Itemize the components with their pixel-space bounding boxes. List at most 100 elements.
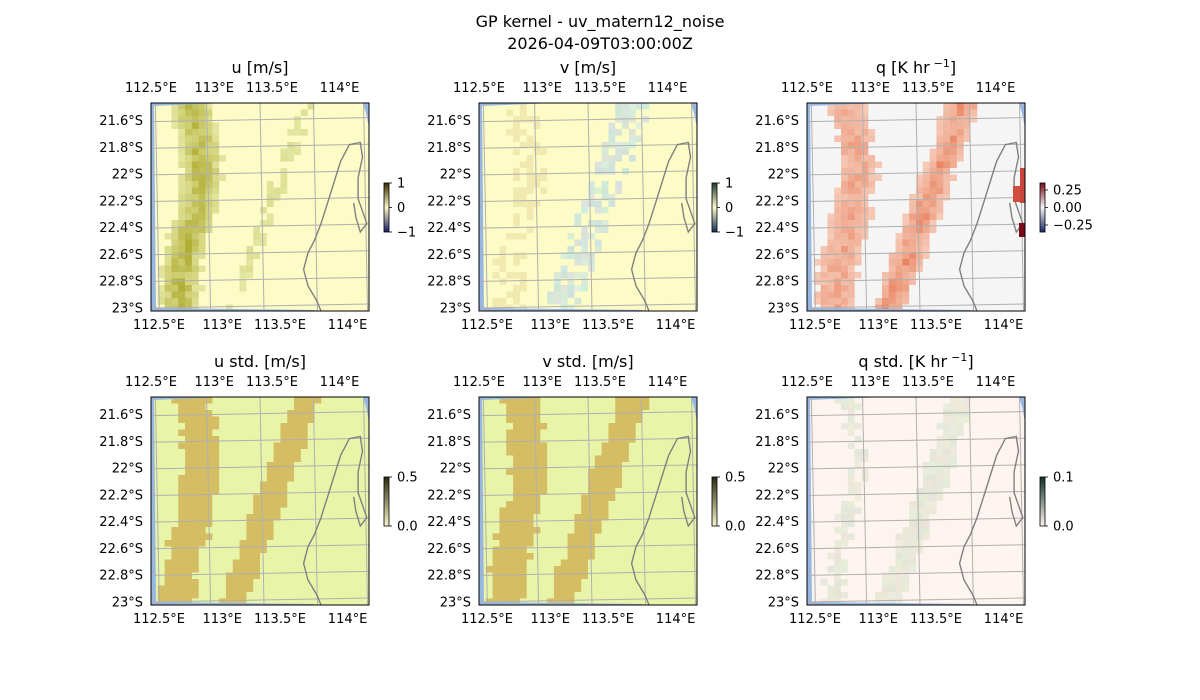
heatmap-cell <box>656 527 664 534</box>
heatmap-cell <box>642 416 650 424</box>
heatmap-cell <box>212 194 220 201</box>
heatmap-cell <box>492 213 500 221</box>
heatmap-cell <box>662 410 671 417</box>
heatmap-cell <box>553 200 562 208</box>
heatmap-cell <box>253 246 261 253</box>
heatmap-cell <box>588 507 596 515</box>
heatmap-cell <box>328 579 336 586</box>
heatmap-cell <box>280 148 288 156</box>
heatmap-cell <box>232 109 240 117</box>
heatmap-cell <box>676 468 684 476</box>
heatmap-cell <box>334 507 343 515</box>
heatmap-cell <box>984 213 992 221</box>
heatmap-cell <box>260 520 268 528</box>
heatmap-cell <box>294 161 302 169</box>
heatmap-cell <box>642 194 650 201</box>
heatmap-cell <box>492 481 500 489</box>
heatmap-cell <box>628 423 637 430</box>
heatmap-cell <box>513 226 521 234</box>
heatmap-cell <box>608 181 616 188</box>
heatmap-cell <box>662 109 671 117</box>
heatmap-cell <box>198 200 206 208</box>
heatmap-cell <box>355 304 363 311</box>
heatmap-cell <box>506 436 514 443</box>
heatmap-cell <box>841 174 849 182</box>
heatmap-cell <box>157 540 166 547</box>
heatmap-cell <box>560 142 568 149</box>
heatmap-cell <box>956 187 965 195</box>
heatmap-cell <box>334 226 343 234</box>
heatmap-cell <box>922 220 931 227</box>
heatmap-cell <box>635 174 643 182</box>
heatmap-cell <box>341 233 349 240</box>
heatmap-cell <box>888 122 896 130</box>
heatmap-cell <box>185 233 193 240</box>
heatmap-cell <box>683 187 691 195</box>
heatmap-cell <box>526 135 534 143</box>
heatmap-cell <box>334 566 343 573</box>
parallel-line <box>151 464 369 470</box>
heatmap-cell <box>287 579 295 586</box>
heatmap-cell <box>868 220 876 227</box>
heatmap-cell <box>198 527 206 534</box>
heatmap-cell <box>151 142 159 149</box>
heatmap-cell <box>198 187 206 195</box>
heatmap-cell <box>164 520 172 528</box>
heatmap-cell <box>328 546 336 554</box>
heatmap-cell <box>246 122 254 130</box>
heatmap-cell <box>225 226 234 234</box>
heatmap-cell <box>649 410 657 417</box>
heatmap-cell <box>615 259 623 266</box>
heatmap-cell <box>588 259 596 266</box>
heatmap-cell <box>260 252 268 260</box>
heatmap-cell <box>622 122 630 130</box>
heatmap-cell <box>560 135 568 143</box>
heatmap-cell <box>321 285 329 292</box>
heatmap-cell <box>868 200 876 208</box>
heatmap-cell <box>328 135 336 143</box>
heatmap-cell <box>479 449 487 456</box>
heatmap-cell <box>669 155 677 162</box>
heatmap-cell <box>191 566 200 573</box>
heatmap-cell <box>1004 239 1012 247</box>
heatmap-cell <box>307 304 315 311</box>
heatmap-cell <box>239 298 247 305</box>
heatmap-cell <box>334 187 343 195</box>
heatmap-cell <box>492 200 500 208</box>
heatmap-cell <box>943 298 951 305</box>
heatmap-cell <box>171 540 179 547</box>
heatmap-cell <box>656 468 664 476</box>
heatmap-cell <box>225 546 234 554</box>
heatmap-cell <box>225 429 234 437</box>
heatmap-cell <box>314 553 322 560</box>
heatmap-cell <box>513 194 521 201</box>
heatmap-cell <box>635 533 643 541</box>
heatmap-cell <box>219 200 227 208</box>
heatmap-cell <box>547 527 555 534</box>
heatmap-cell <box>219 553 227 560</box>
heatmap-cell <box>990 265 999 273</box>
heatmap-cell <box>266 194 275 201</box>
heatmap-cell <box>847 285 856 292</box>
heatmap-cell <box>567 481 575 489</box>
heatmap-cell <box>594 436 603 443</box>
heatmap-cell <box>984 226 992 234</box>
heatmap-cell <box>615 174 623 182</box>
heatmap-cell <box>321 278 329 286</box>
heatmap-cell <box>662 187 671 195</box>
heatmap-cell <box>239 559 247 567</box>
heatmap-cell <box>574 174 582 182</box>
heatmap-cell <box>956 226 965 234</box>
heatmap-cell <box>540 442 548 450</box>
heatmap-cell <box>601 259 609 266</box>
heatmap-cell <box>690 174 697 182</box>
heatmap-cell <box>191 429 200 437</box>
heatmap-cell <box>294 592 302 599</box>
heatmap-cell <box>314 259 322 266</box>
heatmap-cell <box>307 410 315 417</box>
heatmap-cell <box>307 200 315 208</box>
heatmap-cell <box>622 494 630 502</box>
heatmap-cell <box>328 278 336 286</box>
heatmap-cell <box>362 423 369 430</box>
heatmap-cell <box>287 194 295 201</box>
